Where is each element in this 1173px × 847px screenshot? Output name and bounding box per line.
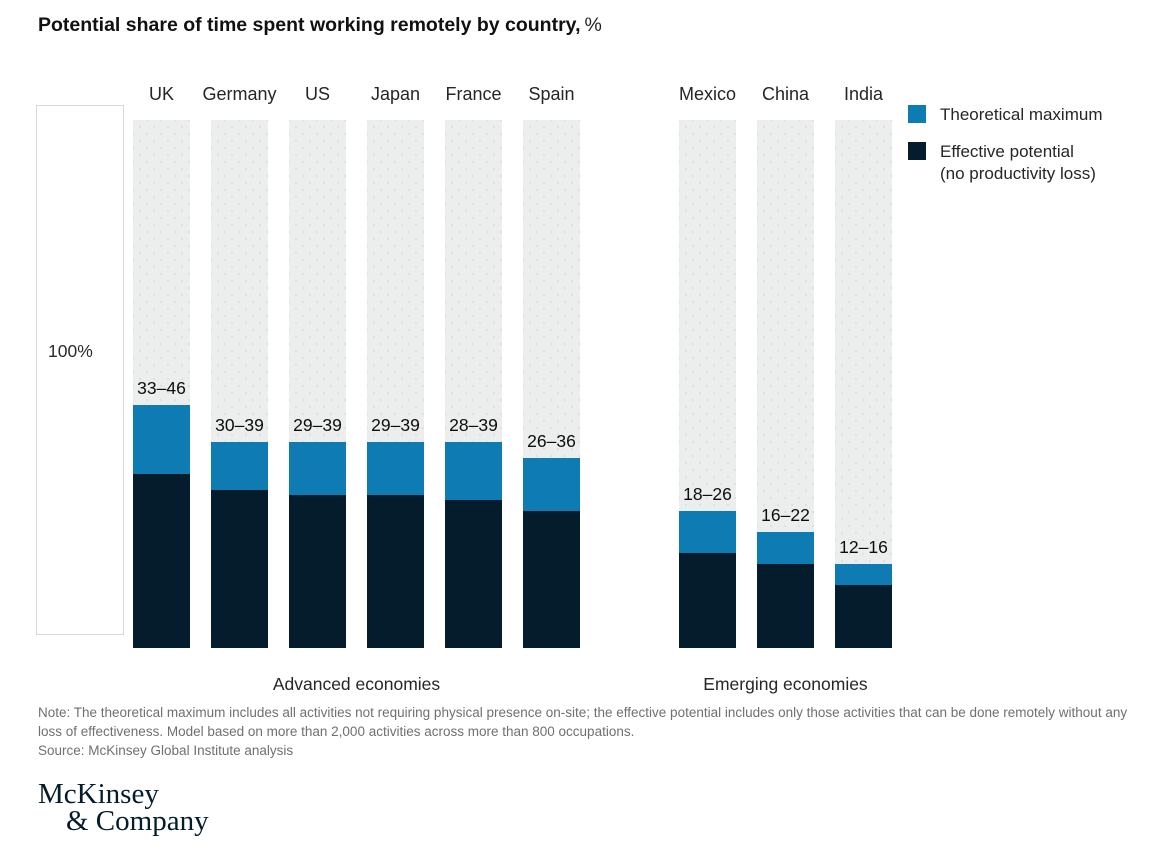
effective-potential-segment [445, 500, 502, 648]
country-label: China [761, 84, 810, 104]
bar-groups: UK 33–46 Germany 30–39 US 29–39 Japan 29–39 Fran… [133, 60, 892, 695]
note-text: Note: The theoretical maximum includes a… [38, 705, 1128, 739]
country-label: Spain [528, 84, 575, 104]
legend-label-theoretical-maximum: Theoretical maximum [940, 105, 1103, 124]
effective-potential-segment [679, 552, 736, 648]
legend-label-effective-potential-line2: (no productivity loss) [940, 164, 1096, 183]
bar-value-label: 12–16 [839, 536, 888, 557]
bars-row: UK 33–46 Germany 30–39 US 29–39 Japan 29–39 Fran… [133, 60, 580, 648]
bar-group-advanced: UK 33–46 Germany 30–39 US 29–39 Japan 29–39 Fran… [133, 60, 580, 695]
legend-item-effective-potential: Effective potential (no productivity los… [908, 141, 1103, 185]
country-label: Mexico [679, 84, 737, 104]
bar-value-label: 28–39 [449, 415, 498, 436]
effective-potential-swatch-icon [908, 142, 926, 160]
chart-title-main: Potential share of time spent working re… [38, 14, 581, 36]
logo-line1: McKinsey [38, 778, 159, 810]
country-label: US [304, 84, 330, 104]
chart-area: 100% UK 33–46 Germany 30–39 US 29–39 Japan 29–3… [36, 60, 892, 695]
effective-potential-segment [835, 584, 892, 648]
country-label: UK [148, 84, 174, 104]
effective-potential-segment [133, 473, 190, 648]
footnotes: Note: The theoretical maximum includes a… [38, 703, 1133, 760]
effective-potential-segment [211, 489, 268, 648]
bar-track: 16–22 [757, 120, 814, 648]
bar-track: 12–16 [835, 120, 892, 648]
country-column-spain: Spain 26–36 [523, 60, 580, 648]
country-column-us: US 29–39 [289, 60, 346, 648]
mckinsey-logo: McKinsey & Company [38, 778, 209, 837]
logo-line2: & Company [66, 805, 209, 837]
bar-track: 28–39 [445, 120, 502, 648]
bar-value-label: 29–39 [371, 415, 420, 436]
country-label: India [843, 84, 884, 104]
effective-potential-segment [289, 494, 346, 648]
country-column-uk: UK 33–46 [133, 60, 190, 648]
bar-value-label: 16–22 [761, 504, 810, 525]
bar-value-label: 33–46 [137, 378, 186, 399]
country-label: France [445, 84, 502, 104]
bar-track: 29–39 [367, 120, 424, 648]
bar-group-emerging: Mexico 18–26 China 16–22 India 12–16 Emerging … [679, 60, 892, 695]
country-column-china: China 16–22 [757, 60, 814, 648]
country-column-germany: Germany 30–39 [202, 60, 277, 648]
country-column-france: France 28–39 [445, 60, 502, 648]
bar-value-label: 30–39 [215, 415, 264, 436]
group-label: Advanced economies [272, 674, 441, 694]
effective-potential-segment [757, 563, 814, 648]
country-label: Japan [370, 84, 421, 104]
axis-100-box: 100% [36, 105, 124, 635]
bar-track: 33–46 [133, 120, 190, 648]
bar-value-label: 29–39 [293, 415, 342, 436]
source-text: Source: McKinsey Global Institute analys… [38, 743, 294, 758]
theoretical-maximum-swatch-icon [908, 105, 926, 123]
chart-title: Potential share of time spent working re… [38, 12, 602, 38]
legend-label-effective-potential: Effective potential (no productivity los… [940, 141, 1096, 185]
bar-track: 26–36 [523, 120, 580, 648]
country-label: Germany [202, 84, 277, 104]
legend: Theoretical maximum Effective potential … [908, 104, 1103, 200]
legend-item-theoretical-maximum: Theoretical maximum [908, 104, 1103, 126]
bar-track: 18–26 [679, 120, 736, 648]
axis-100-label: 100% [48, 341, 93, 361]
country-column-japan: Japan 29–39 [367, 60, 424, 648]
bar-value-label: 18–26 [683, 483, 732, 504]
effective-potential-segment [367, 494, 424, 648]
bars-row: Mexico 18–26 China 16–22 India 12–16 [679, 60, 892, 648]
group-label: Emerging economies [703, 674, 868, 694]
chart-title-unit: % [584, 14, 602, 36]
bar-track: 30–39 [211, 120, 268, 648]
legend-label-effective-potential-line1: Effective potential [940, 142, 1074, 161]
bar-value-label: 26–36 [527, 430, 576, 451]
bar-track: 29–39 [289, 120, 346, 648]
country-column-mexico: Mexico 18–26 [679, 60, 736, 648]
country-column-india: India 12–16 [835, 60, 892, 648]
effective-potential-segment [523, 510, 580, 648]
